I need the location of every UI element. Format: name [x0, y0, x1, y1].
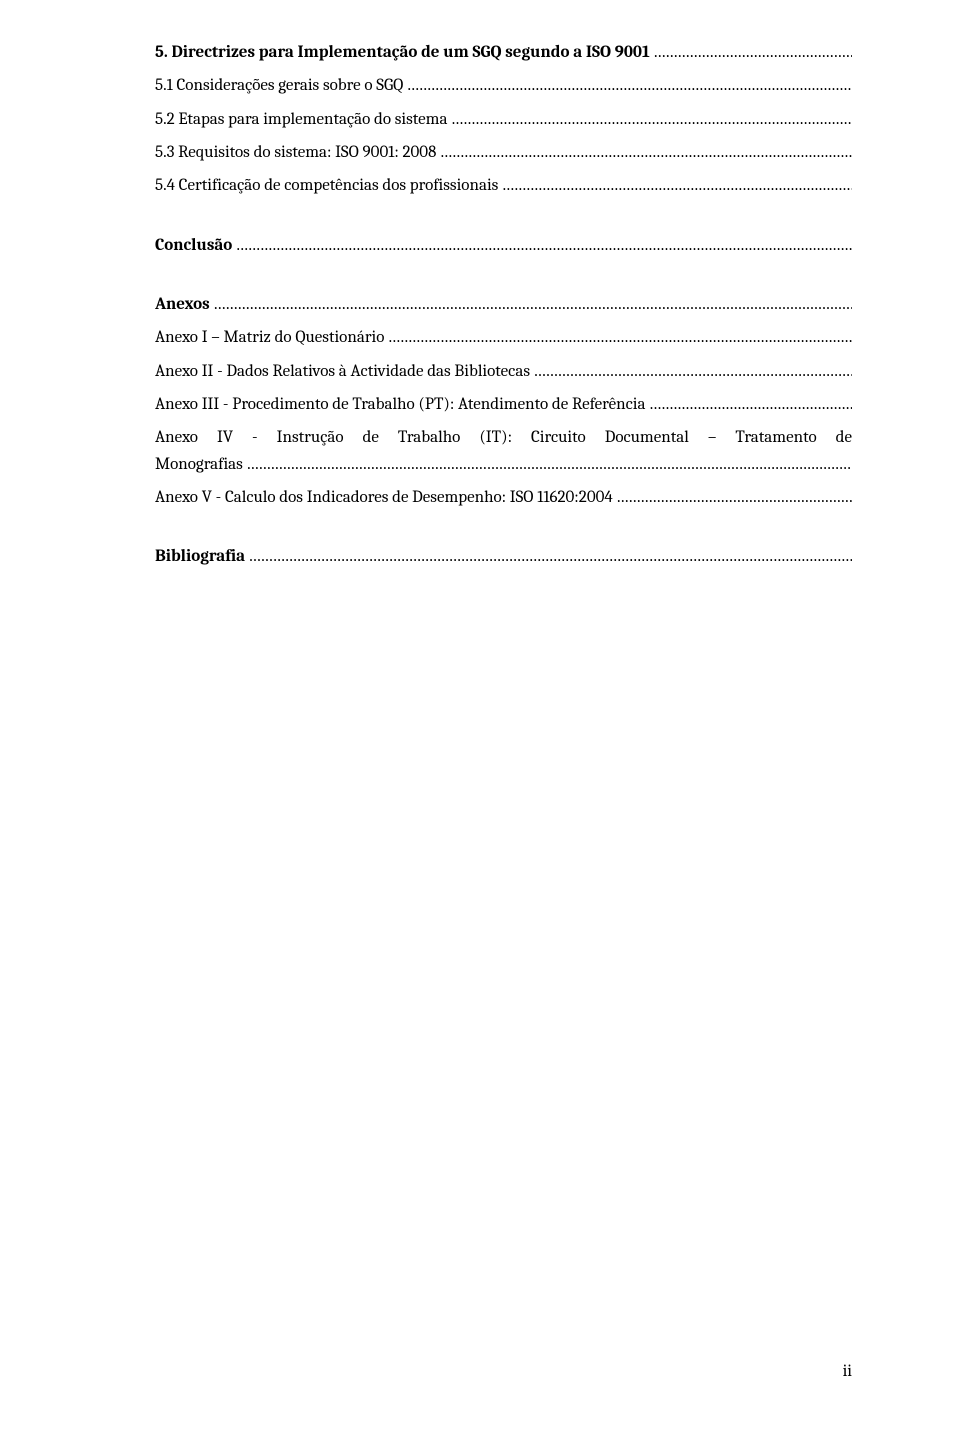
toc-title: Anexo III - Procedimento de Trabalho (PT… — [155, 395, 646, 414]
toc-leader-dots — [245, 547, 852, 566]
toc-leader-dots — [243, 455, 852, 474]
toc-title: Monografias — [155, 455, 243, 474]
toc-entry: Anexo I – Matriz do Questionário167 — [155, 325, 852, 351]
toc-entry: Conclusão160 — [155, 233, 852, 259]
toc-title: Anexo I – Matriz do Questionário — [155, 328, 384, 347]
toc-entry: 5.3 Requisitos do sistema: ISO 9001: 200… — [155, 140, 852, 166]
page-number: ii — [843, 1362, 852, 1381]
toc-entry-line2: Monografias178 — [155, 452, 852, 478]
toc-entry: Anexo V - Calculo dos Indicadores de Des… — [155, 485, 852, 511]
toc-title: Conclusão — [155, 236, 232, 255]
toc-title: 5.4 Certificação de competências dos pro… — [155, 176, 498, 195]
toc-title: Anexo IV - Instrução de Trabalho (IT): C… — [155, 428, 852, 447]
toc-entry: Anexo II - Dados Relativos à Actividade … — [155, 359, 852, 385]
toc-leader-dots — [613, 488, 852, 507]
toc-entry: 5. Directrizes para Implementação de um … — [155, 40, 852, 66]
toc-entry: 5.4 Certificação de competências dos pro… — [155, 173, 852, 199]
toc-title: 5. Directrizes para Implementação de um … — [155, 43, 650, 62]
page-footer: ii — [155, 1350, 852, 1409]
section-gap — [155, 266, 852, 292]
table-of-contents: 5. Directrizes para Implementação de um … — [155, 40, 852, 1350]
toc-title: Anexo V - Calculo dos Indicadores de Des… — [155, 488, 613, 507]
toc-entry-line1: Anexo IV - Instrução de Trabalho (IT): C… — [155, 425, 852, 451]
toc-leader-dots — [210, 295, 852, 314]
toc-leader-dots — [646, 395, 853, 414]
toc-leader-dots — [447, 110, 852, 129]
toc-leader-dots — [403, 76, 852, 95]
toc-title: Anexos — [155, 295, 210, 314]
toc-title: 5.2 Etapas para implementação do sistema — [155, 110, 447, 129]
toc-leader-dots — [650, 43, 852, 62]
toc-entry: 5.2 Etapas para implementação do sistema… — [155, 107, 852, 133]
section-gap — [155, 518, 852, 544]
toc-entry: 5.1 Considerações gerais sobre o SGQ106 — [155, 73, 852, 99]
toc-leader-dots — [384, 328, 852, 347]
toc-entry: Anexos166 — [155, 292, 852, 318]
toc-title: Bibliografia — [155, 547, 245, 566]
toc-leader-dots — [436, 143, 852, 162]
toc-title: 5.1 Considerações gerais sobre o SGQ — [155, 76, 403, 95]
toc-leader-dots — [232, 236, 852, 255]
toc-entry: Bibliografia184 — [155, 544, 852, 570]
toc-title: Anexo II - Dados Relativos à Actividade … — [155, 362, 530, 381]
toc-leader-dots — [530, 362, 852, 381]
toc-entry: Anexo III - Procedimento de Trabalho (PT… — [155, 392, 852, 418]
toc-title: 5.3 Requisitos do sistema: ISO 9001: 200… — [155, 143, 436, 162]
section-gap — [155, 207, 852, 233]
page: 5. Directrizes para Implementação de um … — [0, 0, 960, 1449]
toc-leader-dots — [498, 176, 852, 195]
